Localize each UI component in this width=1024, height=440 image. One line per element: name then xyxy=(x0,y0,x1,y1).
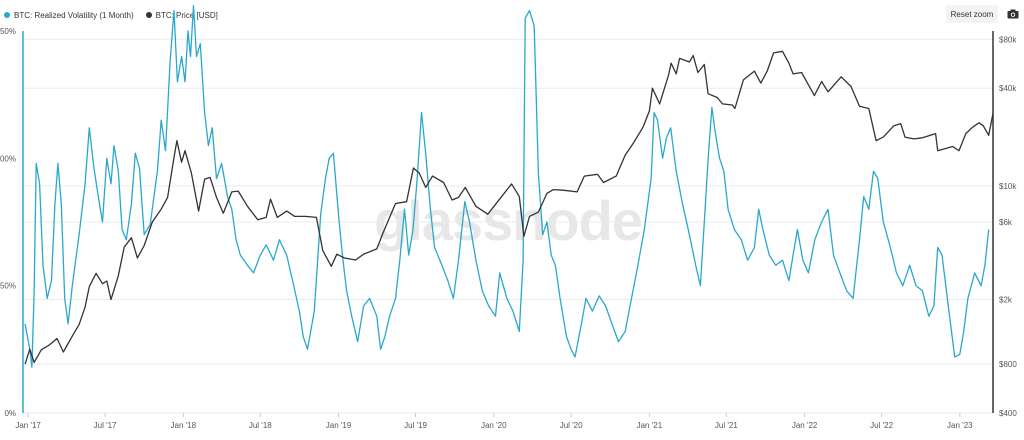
left-axis: 0% 50% 100% 150% xyxy=(0,27,24,418)
price-series-line xyxy=(24,50,994,365)
left-axis-tick-label: 150% xyxy=(0,27,16,36)
legend-dot-price xyxy=(145,12,152,18)
camera-icon[interactable] xyxy=(1006,5,1020,23)
legend-label-price: BTC: Price [USD] xyxy=(155,10,218,20)
x-axis-tick-label: Jan '19 xyxy=(326,421,352,430)
left-axis-tick-label: 50% xyxy=(0,282,16,291)
x-axis-tick-label: Jan '20 xyxy=(481,421,507,430)
camera-icon-glyph xyxy=(1007,9,1019,19)
x-axis-tick-label: Jan '18 xyxy=(171,421,197,430)
x-axis-tick-label: Jan '17 xyxy=(15,421,41,430)
legend-dot-volatility xyxy=(4,12,10,18)
reset-zoom-button[interactable]: Reset zoom xyxy=(946,5,998,23)
right-axis-tick-label: $40k xyxy=(999,84,1017,93)
x-axis-tick-label: Jan '21 xyxy=(637,421,663,430)
right-axis-tick-label: $10k xyxy=(999,182,1017,191)
right-axis-tick-label: $6k xyxy=(999,218,1013,227)
right-axis-tick-label: $80k xyxy=(999,35,1017,44)
x-axis: Jan '17 Jul '17 Jan '18 Jul '18 Jan '19 Jul '… xyxy=(15,413,973,430)
right-axis: $400 $800 $2k $6k $10k $40k $80k xyxy=(992,31,1017,418)
series-lines xyxy=(24,4,994,368)
x-axis-tick-label: Jul '19 xyxy=(404,421,427,430)
right-axis-tick-label: $2k xyxy=(999,295,1013,304)
left-axis-tick-label: 100% xyxy=(0,154,16,163)
x-axis-tick-label: Jul '22 xyxy=(870,421,893,430)
watermark-logo: glassnode xyxy=(374,189,642,252)
volatility-series-line xyxy=(24,4,990,368)
legend-item-volatility[interactable]: BTC: Realized Volatility (1 Month) xyxy=(4,11,134,20)
legend-label-volatility: BTC: Realized Volatility (1 Month) xyxy=(14,10,134,20)
x-axis-tick-label: Jul '21 xyxy=(715,421,738,430)
legend-item-price[interactable]: BTC: Price [USD] xyxy=(145,10,218,20)
right-axis-tick-label: $800 xyxy=(999,360,1017,369)
x-axis-tick-label: Jan '22 xyxy=(792,421,818,430)
x-axis-tick-label: Jul '18 xyxy=(249,421,272,430)
x-axis-tick-label: Jul '17 xyxy=(94,421,117,430)
chart-legend: BTC: Realized Volatility (1 Month) BTC: … xyxy=(4,6,218,24)
x-axis-tick-label: Jan '23 xyxy=(947,421,973,430)
x-axis-tick-label: Jul '20 xyxy=(560,421,583,430)
left-axis-tick-label: 0% xyxy=(4,409,16,418)
right-axis-tick-label: $400 xyxy=(999,409,1017,418)
